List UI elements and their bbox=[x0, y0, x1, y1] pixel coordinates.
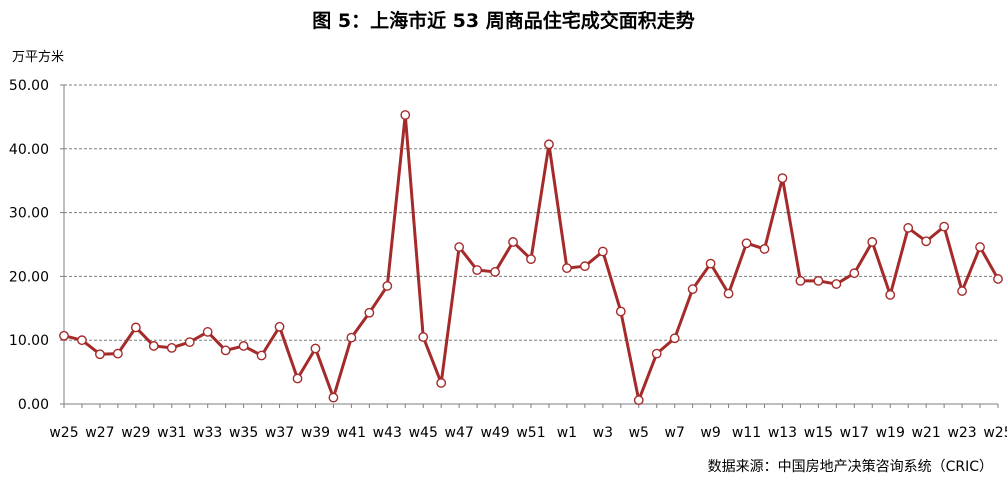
axes bbox=[60, 84, 999, 408]
x-tick-label: w41 bbox=[337, 425, 366, 441]
data-point bbox=[597, 246, 608, 257]
y-tick-label: 40.00 bbox=[9, 142, 49, 158]
data-point bbox=[705, 258, 716, 269]
x-tick-label: w3 bbox=[593, 425, 613, 441]
data-point bbox=[741, 238, 752, 249]
data-point bbox=[400, 110, 411, 120]
data-point bbox=[166, 342, 177, 353]
x-tick-label: w43 bbox=[373, 425, 402, 441]
y-tick-label: 50.00 bbox=[9, 78, 49, 94]
data-point bbox=[813, 275, 824, 286]
data-point bbox=[579, 261, 590, 272]
grid-lines bbox=[64, 84, 998, 341]
data-point bbox=[562, 263, 572, 274]
x-tick-label: w49 bbox=[480, 425, 509, 441]
data-point bbox=[885, 290, 896, 300]
data-point bbox=[849, 268, 860, 279]
x-tick-label: w39 bbox=[301, 425, 330, 441]
x-tick-label: w25 bbox=[49, 425, 78, 441]
data-point bbox=[364, 307, 375, 318]
data-point bbox=[184, 337, 195, 348]
x-tick-label: w33 bbox=[193, 425, 222, 441]
x-tick-label: w31 bbox=[157, 425, 186, 441]
x-tick-label: w5 bbox=[629, 425, 649, 441]
data-point bbox=[921, 236, 932, 247]
x-tick-label: w17 bbox=[840, 425, 869, 441]
data-point bbox=[328, 392, 339, 403]
x-tick-label: w51 bbox=[516, 425, 545, 441]
x-tick-label: w7 bbox=[665, 425, 685, 441]
data-point bbox=[867, 237, 878, 247]
y-axis-unit-label: 万平方米 bbox=[12, 50, 65, 65]
data-point bbox=[903, 223, 914, 233]
y-tick-label: 0.00 bbox=[18, 397, 49, 413]
x-tick-labels: w25 w27 w29 w31 w33 w35 w37 w39 w41 w43 w45 w47 w49 w… bbox=[49, 425, 1007, 441]
data-point bbox=[346, 332, 357, 343]
x-tick-label: w35 bbox=[229, 425, 258, 441]
data-point bbox=[687, 284, 698, 295]
x-tick-label: w27 bbox=[85, 425, 114, 441]
x-tick-label: w11 bbox=[732, 425, 761, 441]
data-point bbox=[759, 244, 770, 254]
data-point bbox=[436, 378, 447, 388]
data-point bbox=[544, 139, 554, 150]
data-point bbox=[310, 343, 321, 354]
x-tick-label: w29 bbox=[121, 425, 150, 441]
x-tick-label: w9 bbox=[700, 425, 720, 441]
data-point bbox=[238, 341, 249, 351]
x-tick-label: w13 bbox=[768, 425, 797, 441]
data-point bbox=[256, 350, 267, 361]
data-point bbox=[957, 286, 967, 296]
data-point bbox=[975, 242, 985, 252]
data-point bbox=[148, 341, 159, 351]
x-tick-label: w15 bbox=[804, 425, 833, 441]
data-point bbox=[472, 265, 483, 275]
x-tick-label: w19 bbox=[876, 425, 905, 441]
x-tick-label: w23 bbox=[947, 425, 976, 441]
series-points bbox=[59, 110, 1003, 406]
x-tick-label: w37 bbox=[265, 425, 294, 441]
data-source-note: 数据来源：中国房地产决策咨询系统（CRIC） bbox=[707, 459, 993, 475]
data-point bbox=[777, 173, 788, 184]
data-point bbox=[274, 321, 285, 332]
data-point bbox=[831, 279, 842, 289]
data-point bbox=[723, 288, 734, 299]
data-point bbox=[993, 274, 1003, 284]
data-point bbox=[112, 348, 123, 359]
x-tick-label: w21 bbox=[912, 425, 941, 441]
data-point bbox=[77, 335, 87, 346]
x-tick-label: w47 bbox=[445, 425, 474, 441]
data-point bbox=[490, 267, 500, 277]
data-point bbox=[669, 333, 680, 344]
data-point bbox=[615, 306, 626, 317]
data-point bbox=[59, 330, 69, 341]
data-point bbox=[220, 345, 231, 356]
data-point bbox=[95, 349, 105, 360]
x-tick-label: w25 bbox=[983, 425, 1007, 441]
y-tick-label: 10.00 bbox=[9, 333, 49, 349]
y-tick-label: 30.00 bbox=[9, 206, 49, 222]
x-tick-label: w1 bbox=[557, 425, 577, 441]
data-point bbox=[202, 327, 213, 337]
x-tick-label: w45 bbox=[409, 425, 438, 441]
data-point bbox=[526, 254, 536, 265]
y-tick-label: 20.00 bbox=[9, 269, 49, 285]
chart-title: 图 5：上海市近 53 周商品住宅成交面积走势 bbox=[312, 10, 695, 32]
y-tick-labels: 0.00 10.00 20.00 30.00 40.00 50.00 bbox=[9, 78, 49, 413]
data-point bbox=[795, 275, 806, 286]
data-point bbox=[508, 237, 518, 247]
data-point bbox=[418, 332, 429, 342]
data-point bbox=[382, 281, 393, 291]
data-point bbox=[454, 242, 465, 252]
data-point bbox=[939, 221, 950, 232]
data-point bbox=[633, 395, 644, 406]
data-point bbox=[292, 373, 303, 384]
data-point bbox=[651, 348, 662, 359]
data-point bbox=[130, 322, 141, 333]
